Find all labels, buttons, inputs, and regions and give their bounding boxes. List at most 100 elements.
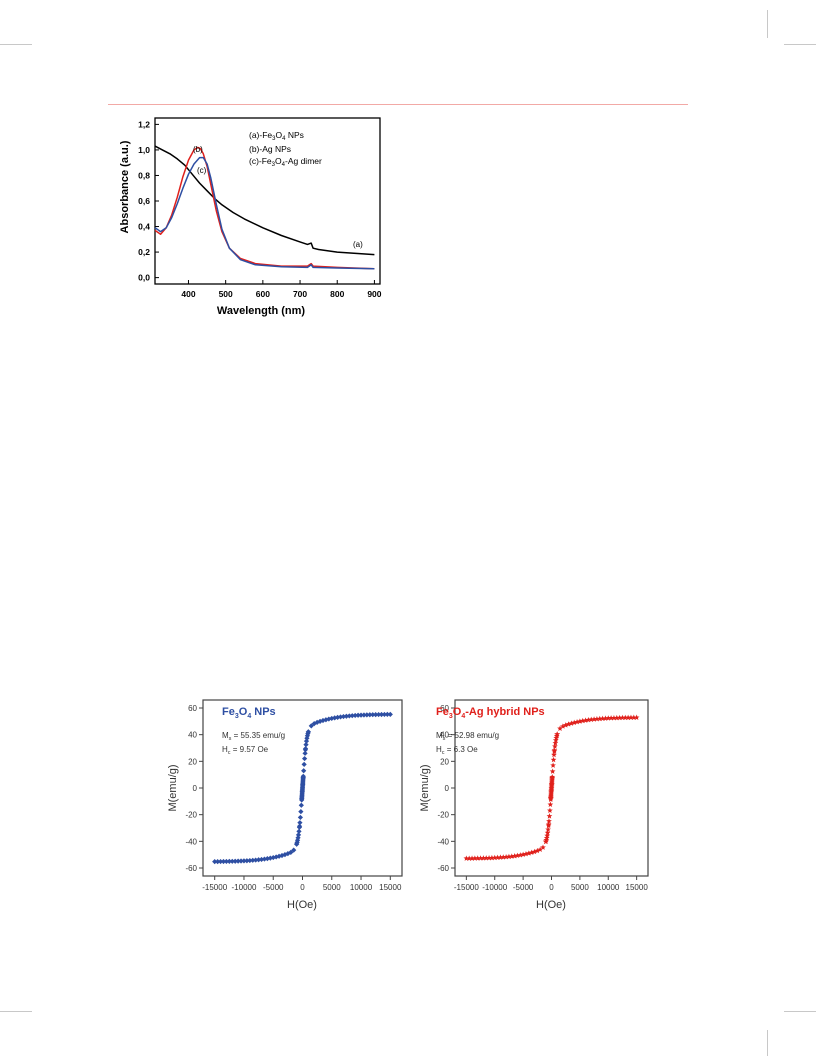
x-axis-label: H(Oe) — [536, 899, 566, 911]
data-point — [300, 773, 306, 779]
y-tick-label: -40 — [437, 837, 449, 846]
crop-mark-bottom-left — [0, 1011, 32, 1012]
data-point — [506, 853, 512, 860]
data-point — [537, 846, 543, 853]
data-point — [337, 714, 344, 720]
data-point — [486, 855, 492, 861]
data-point — [305, 729, 311, 735]
data-point — [264, 856, 270, 862]
data-point — [235, 858, 241, 864]
series-a-fe3o4 — [154, 145, 375, 256]
y-tick-label: 20 — [188, 757, 197, 766]
data-point — [528, 849, 535, 856]
data-point — [531, 848, 538, 855]
data-point — [311, 721, 317, 727]
data-point — [223, 858, 230, 865]
hc-value: Hc = 6.3 Oe — [436, 745, 478, 756]
y-tick-label: -20 — [437, 811, 449, 820]
data-point — [285, 851, 291, 857]
data-point — [574, 719, 580, 725]
x-tick-label: -5000 — [263, 883, 284, 892]
data-point — [543, 835, 550, 841]
data-point — [588, 716, 595, 723]
data-point — [534, 847, 541, 854]
data-point — [302, 750, 308, 756]
data-point — [544, 832, 551, 839]
y-tick-label: 1,0 — [138, 145, 150, 155]
data-point — [253, 857, 259, 863]
data-point — [258, 856, 265, 863]
data-point — [217, 858, 224, 865]
x-tick-label: 5000 — [323, 883, 341, 892]
x-tick-label: -10000 — [482, 883, 507, 892]
data-point — [557, 725, 563, 731]
data-point — [472, 855, 478, 861]
data-point — [250, 857, 256, 863]
data-point — [296, 828, 302, 834]
data-point — [520, 851, 526, 858]
data-point — [241, 858, 247, 864]
data-point — [540, 844, 546, 850]
data-point — [375, 711, 382, 718]
y-axis-label: M(emu/g) — [167, 764, 179, 811]
crop-mark-top-vertical — [767, 10, 768, 38]
y-tick-label: 0,8 — [138, 170, 150, 180]
chart-title: Fe3O4-Ag hybrid NPs — [436, 706, 545, 720]
data-point — [384, 711, 390, 718]
data-point — [370, 712, 376, 718]
data-point — [508, 853, 515, 859]
data-point — [244, 858, 250, 864]
data-point — [296, 824, 303, 830]
data-point — [364, 712, 370, 718]
data-point — [314, 719, 320, 725]
legend-entry-a: (a)-Fe3O4 NPs — [249, 130, 304, 142]
chart-title: Fe3O4 NPs — [222, 706, 276, 720]
x-tick-label: -5000 — [513, 883, 534, 892]
data-point — [238, 858, 244, 864]
data-point — [301, 768, 307, 774]
y-tick-label: 0 — [445, 784, 450, 793]
x-tick-label: 900 — [367, 289, 381, 299]
data-point — [297, 814, 303, 821]
data-point — [546, 818, 552, 824]
x-tick-label: 700 — [293, 289, 307, 299]
data-point — [549, 773, 556, 780]
annotation-b: (b) — [193, 145, 203, 154]
data-point — [611, 714, 617, 721]
x-tick-label: 10000 — [350, 883, 373, 892]
y-tick-label: 0,0 — [138, 273, 150, 283]
x-tick-label: 800 — [330, 289, 344, 299]
crop-mark-top-left — [0, 44, 32, 45]
x-tick-label: 15000 — [379, 883, 402, 892]
annotation-c: (c) — [197, 166, 207, 175]
data-point — [554, 731, 561, 737]
data-point — [367, 712, 373, 718]
data-point — [298, 802, 304, 808]
data-point — [616, 714, 623, 721]
data-point — [489, 854, 495, 861]
data-point — [568, 720, 575, 726]
crop-mark-bottom-right — [784, 1011, 816, 1012]
x-tick-label: -15000 — [202, 883, 227, 892]
hc-value: Hc = 9.57 Oe — [222, 745, 269, 756]
x-tick-label: 600 — [256, 289, 270, 299]
y-tick-label: 60 — [440, 704, 449, 713]
data-point — [608, 715, 614, 721]
data-point — [215, 858, 221, 865]
data-point — [373, 712, 379, 718]
data-point — [298, 809, 304, 815]
x-tick-label: 400 — [181, 289, 195, 299]
data-point — [550, 762, 556, 768]
ms-value: Ms = 52.98 emu/g — [436, 731, 499, 742]
data-point — [547, 801, 554, 807]
data-point — [474, 855, 481, 861]
y-tick-label: -40 — [185, 837, 197, 846]
data-point — [551, 747, 558, 753]
y-tick-label: 0 — [193, 784, 198, 793]
data-point — [550, 756, 557, 763]
data-point — [633, 714, 640, 720]
data-point — [295, 832, 302, 838]
data-point — [591, 716, 597, 722]
